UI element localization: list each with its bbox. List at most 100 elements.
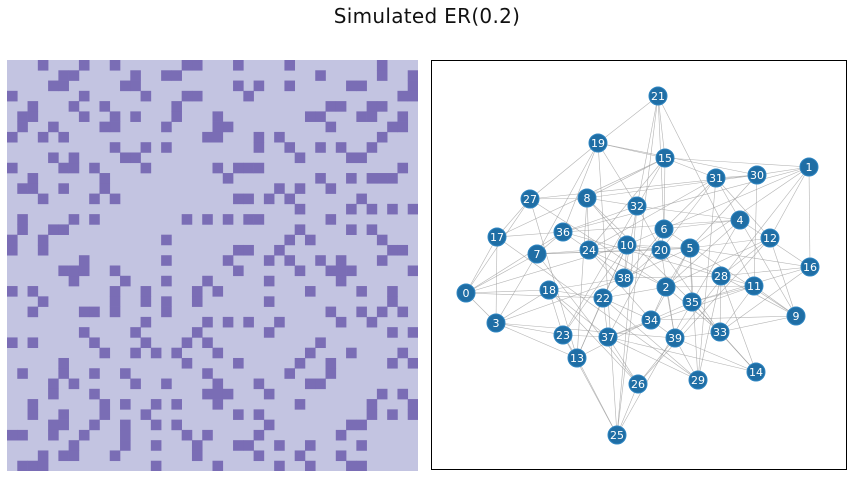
graph-edge [529, 197, 588, 200]
node-label: 13 [570, 352, 584, 365]
graph-edge [665, 285, 755, 288]
matrix-cell [356, 193, 367, 205]
matrix-cell [407, 80, 418, 92]
graph-edge [660, 249, 722, 277]
matrix-cell [109, 142, 121, 153]
node-label: 36 [556, 226, 570, 239]
graph-edge [562, 166, 810, 233]
matrix-cell [68, 378, 80, 390]
matrix-cell [366, 409, 378, 420]
matrix-cell [407, 90, 418, 102]
matrix-cell [150, 419, 162, 431]
node-layer: 0123456789101112131415161718192021222324… [456, 86, 820, 445]
matrix-cell [284, 255, 296, 266]
graph-node-27: 27 [520, 189, 540, 209]
matrix-cell [222, 388, 234, 400]
graph-node-29: 29 [688, 370, 708, 390]
matrix-cell [387, 244, 398, 256]
matrix-cell [161, 234, 172, 246]
node-label: 10 [620, 239, 634, 252]
matrix-cell [335, 316, 347, 328]
matrix-cell [37, 450, 49, 462]
node-label: 5 [687, 242, 694, 255]
graph-node-24: 24 [579, 240, 599, 260]
matrix-cell [233, 265, 244, 277]
matrix-cell [181, 60, 193, 71]
matrix-cell [387, 357, 398, 369]
matrix-cell [294, 152, 306, 164]
node-circle [588, 133, 608, 153]
matrix-cell [243, 214, 254, 225]
graph-edge [562, 244, 628, 336]
matrix-cell [140, 337, 152, 349]
matrix-cell [325, 214, 337, 225]
graph-node-31: 31 [706, 168, 726, 188]
graph-edge [548, 289, 639, 385]
matrix-cell [17, 224, 28, 235]
matrix-cell [212, 460, 224, 471]
matrix-cell [17, 121, 28, 133]
matrix-cell [109, 265, 121, 277]
node-label: 25 [610, 429, 624, 442]
graph-edge [689, 166, 810, 249]
graph-node-1: 1 [799, 157, 819, 177]
matrix-cell [346, 419, 357, 431]
node-circle [641, 310, 661, 330]
graph-edge [660, 177, 717, 251]
node-circle [617, 235, 637, 255]
matrix-cell [130, 378, 141, 390]
graph-edge [665, 219, 741, 288]
graph-edge [637, 337, 676, 385]
matrix-cell [109, 111, 121, 122]
matrix-cell [212, 121, 224, 133]
matrix-cell [407, 203, 418, 215]
node-circle [520, 189, 540, 209]
graph-edge [602, 244, 628, 299]
matrix-cell [387, 203, 398, 215]
matrix-cell [304, 111, 316, 122]
matrix-cell [253, 80, 265, 92]
matrix-cell [27, 409, 39, 420]
node-circle [651, 240, 671, 260]
node-label: 37 [601, 331, 615, 344]
node-label: 30 [750, 169, 764, 182]
graph-edge [586, 157, 666, 199]
graph-node-34: 34 [641, 310, 661, 330]
matrix-cell [356, 111, 367, 122]
node-circle [628, 374, 648, 394]
matrix-cell [315, 378, 326, 390]
matrix-cell [233, 162, 244, 174]
graph-edge [495, 322, 578, 359]
matrix-cell [27, 306, 39, 318]
matrix-cell [120, 399, 131, 410]
matrix-cell [253, 378, 265, 390]
matrix-cell [99, 121, 111, 133]
matrix-cell [150, 399, 162, 410]
node-circle [711, 266, 731, 286]
matrix-cell [387, 286, 398, 297]
matrix-cell [48, 152, 59, 164]
graph-edge [689, 174, 758, 249]
matrix-cell [243, 193, 254, 205]
graph-edge [663, 219, 741, 230]
matrix-cell [346, 203, 357, 215]
graph-node-33: 33 [710, 322, 730, 342]
matrix-cell [274, 131, 285, 143]
matrix-cell [356, 286, 367, 297]
matrix-cell [397, 306, 409, 318]
matrix-cell [161, 121, 172, 133]
graph-node-9: 9 [786, 306, 806, 326]
matrix-cell [58, 70, 69, 81]
matrix-cell [222, 255, 234, 266]
graph-edge [548, 289, 609, 338]
graph-edge [689, 247, 699, 381]
matrix-cell [233, 440, 244, 451]
matrix-cell [346, 224, 357, 235]
matrix-cell [325, 368, 337, 379]
node-circle [627, 196, 647, 216]
matrix-cell [202, 214, 213, 225]
matrix-cell [37, 296, 49, 307]
matrix-cell [58, 357, 69, 369]
graph-edge [769, 237, 797, 317]
graph-edge [536, 253, 639, 385]
